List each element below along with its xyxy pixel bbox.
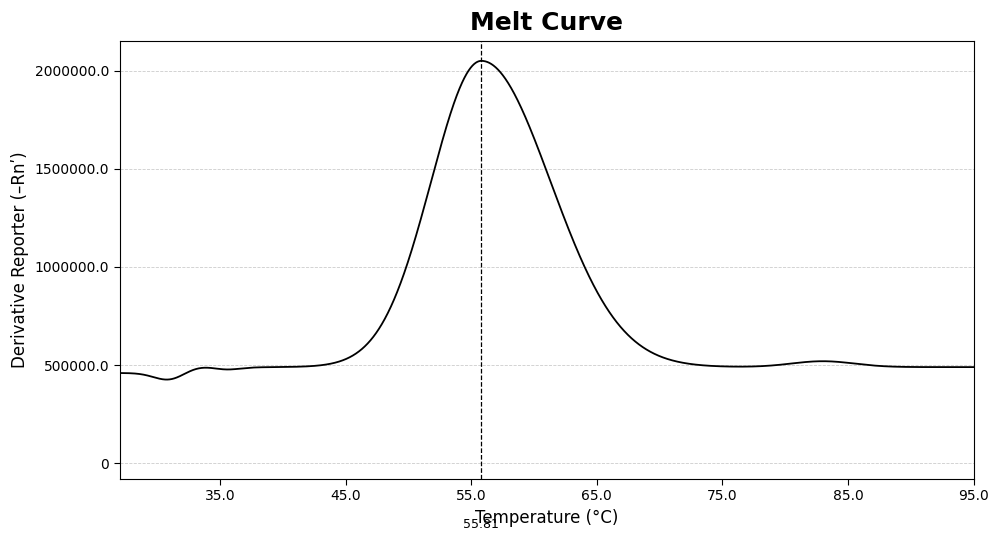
Y-axis label: Derivative Reporter (–Rnʹ): Derivative Reporter (–Rnʹ) xyxy=(11,152,29,369)
Text: 55.81: 55.81 xyxy=(463,518,499,531)
Title: Melt Curve: Melt Curve xyxy=(470,11,623,35)
X-axis label: Temperature (°C): Temperature (°C) xyxy=(475,509,618,527)
